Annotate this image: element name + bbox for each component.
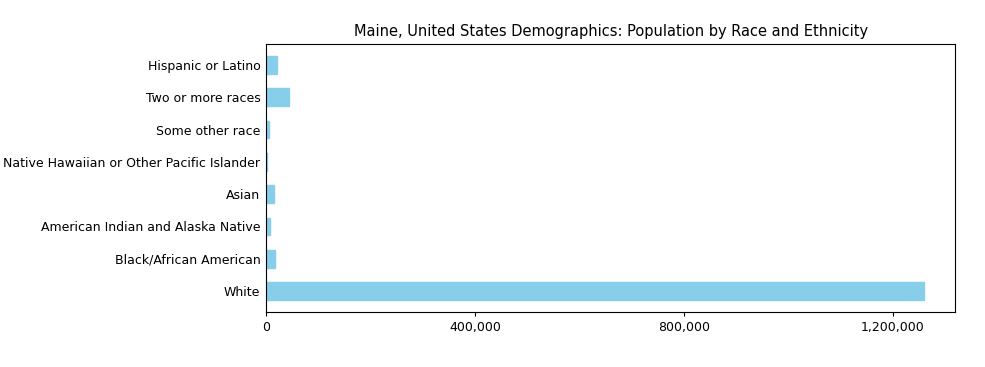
Bar xyxy=(266,121,269,138)
Bar xyxy=(266,218,270,235)
Bar xyxy=(266,250,275,268)
Bar xyxy=(266,185,274,203)
Bar xyxy=(266,56,278,74)
Bar xyxy=(266,88,290,106)
Bar xyxy=(266,282,924,300)
Title: Maine, United States Demographics: Population by Race and Ethnicity: Maine, United States Demographics: Popul… xyxy=(354,24,868,39)
